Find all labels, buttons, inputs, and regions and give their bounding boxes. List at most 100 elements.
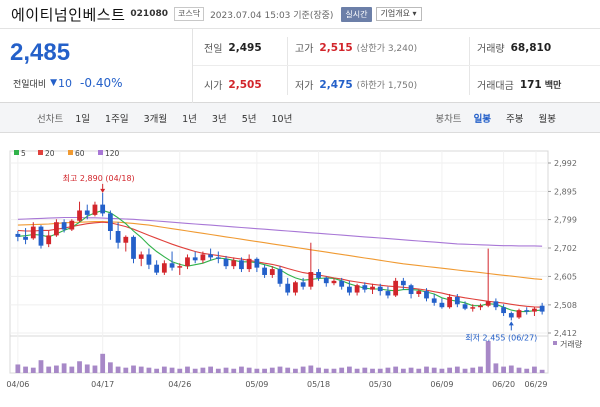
volume-bar <box>231 368 237 373</box>
high-arrow-head <box>100 188 106 193</box>
candle-body <box>400 280 406 286</box>
y-tick-label: 2,412 <box>554 329 577 338</box>
candle-body <box>100 204 106 214</box>
candle-body <box>185 257 190 267</box>
legend-label: 20 <box>45 149 55 158</box>
down-triangle-icon: ▼ <box>50 78 58 88</box>
quote-datetime: 2023.07.04 15:03 기준(장중) <box>210 10 334 21</box>
volume-bar <box>385 367 391 373</box>
lower-limit: (하한가 1,750) <box>356 81 418 91</box>
period-5y[interactable]: 5년 <box>241 113 257 125</box>
volume-bar <box>501 366 506 373</box>
legend-label: 60 <box>75 149 85 158</box>
volume-bar <box>15 364 21 373</box>
volume-bar <box>424 366 429 373</box>
volume-bar <box>254 368 260 373</box>
candle-monthly[interactable]: 월봉 <box>538 113 557 125</box>
volume-bar <box>285 367 291 373</box>
volume-bar <box>277 366 283 373</box>
candle-body <box>23 236 28 240</box>
candle-body <box>115 231 121 243</box>
volume-bar <box>138 366 144 373</box>
y-tick-label: 2,702 <box>554 244 577 253</box>
candle-body <box>254 258 260 268</box>
candle-body <box>61 222 67 230</box>
period-1w[interactable]: 1주일 <box>105 113 129 125</box>
price-chart[interactable]: 2,992 2,895 2,799 2,702 2,605 2,508 2,412 04/06… <box>0 133 600 407</box>
chart-svg[interactable]: 2,992 2,895 2,799 2,702 2,605 2,508 2,412 04/06… <box>0 133 600 407</box>
candle-body <box>532 308 537 312</box>
quote-details: 전일 2,495 고가 2,515 (상한가 3,240) 거래량 68,810… <box>193 29 600 103</box>
volume-bar <box>400 368 406 373</box>
volume-cell: 거래량 68,810 <box>477 29 551 66</box>
candle-body <box>485 301 491 306</box>
candle-body <box>84 210 90 215</box>
candle-body <box>239 260 244 270</box>
volume-bar <box>377 368 383 373</box>
y-tick-label: 2,992 <box>554 159 577 168</box>
volume-bar <box>223 367 229 373</box>
candle-body <box>362 285 368 290</box>
period-3y[interactable]: 3년 <box>211 113 227 125</box>
high-cell: 고가 2,515 (상한가 3,240) <box>295 29 417 66</box>
candle-body <box>501 307 506 314</box>
realtime-button[interactable]: 실시간 <box>341 6 372 22</box>
volume-bar <box>516 367 522 373</box>
volume-bar <box>177 368 183 373</box>
candle-body <box>269 269 275 275</box>
candle-body <box>177 266 183 268</box>
amount-unit: 백만 <box>544 81 562 91</box>
candle-body <box>246 258 252 270</box>
company-overview-label: 기업개요 <box>380 9 410 18</box>
volume-bar <box>362 367 368 373</box>
volume-bar <box>208 366 213 373</box>
candle-body <box>38 226 44 246</box>
amount-cell: 거래대금 171 백만 <box>477 66 561 103</box>
volume-bar <box>38 360 44 373</box>
candle-body <box>539 305 545 312</box>
volume-bar <box>354 368 360 373</box>
candle-body <box>277 269 283 284</box>
candle-body <box>478 305 483 308</box>
quote-row: 시가 2,505 저가 2,475 (하한가 1,750) 거래대금 171 백… <box>193 66 600 103</box>
x-tick-label: 04/17 <box>91 380 114 389</box>
volume-bar <box>185 366 190 373</box>
volume-bar <box>54 365 59 373</box>
candle-weekly[interactable]: 주봉 <box>506 113 524 125</box>
candle-body <box>408 285 414 295</box>
volume-bar <box>308 365 314 373</box>
volume-bar <box>161 366 167 373</box>
high-annotation: 최고 2,890 (04/18) <box>63 173 135 183</box>
period-10y[interactable]: 10년 <box>271 113 293 125</box>
low-annotation: 최저 2,455 (06/27) <box>465 332 537 342</box>
volume-bar <box>454 366 460 373</box>
legend-swatch <box>98 150 103 155</box>
x-tick-label: 04/06 <box>6 380 29 389</box>
period-1d[interactable]: 1일 <box>75 113 91 125</box>
volume-value: 68,810 <box>510 41 552 54</box>
volume-bar <box>316 367 321 373</box>
volume-bar <box>69 366 75 373</box>
amount-label: 거래대금 <box>477 81 514 92</box>
company-overview-dropdown[interactable]: 기업개요 ▾ <box>375 7 422 21</box>
candle-body <box>331 280 337 284</box>
volume-bar <box>300 366 306 373</box>
period-3m[interactable]: 3개월 <box>143 113 168 125</box>
divider <box>469 37 470 95</box>
volume-bar <box>84 364 90 373</box>
volume-legend-swatch <box>553 341 557 345</box>
candle-daily[interactable]: 일봉 <box>473 113 492 125</box>
candle-body <box>323 277 329 284</box>
volume-bar <box>215 368 221 373</box>
period-1y[interactable]: 1년 <box>182 113 197 125</box>
low-arrow-head <box>508 321 514 326</box>
volume-bar <box>431 367 437 373</box>
volume-bar <box>493 363 499 373</box>
candle-body <box>161 263 167 273</box>
low-value: 2,475 <box>319 78 353 91</box>
legend-swatch <box>14 150 19 155</box>
legend-label: 120 <box>105 149 120 158</box>
candle-body <box>454 296 460 305</box>
legend-swatch <box>68 150 73 155</box>
candle-body <box>516 310 522 318</box>
